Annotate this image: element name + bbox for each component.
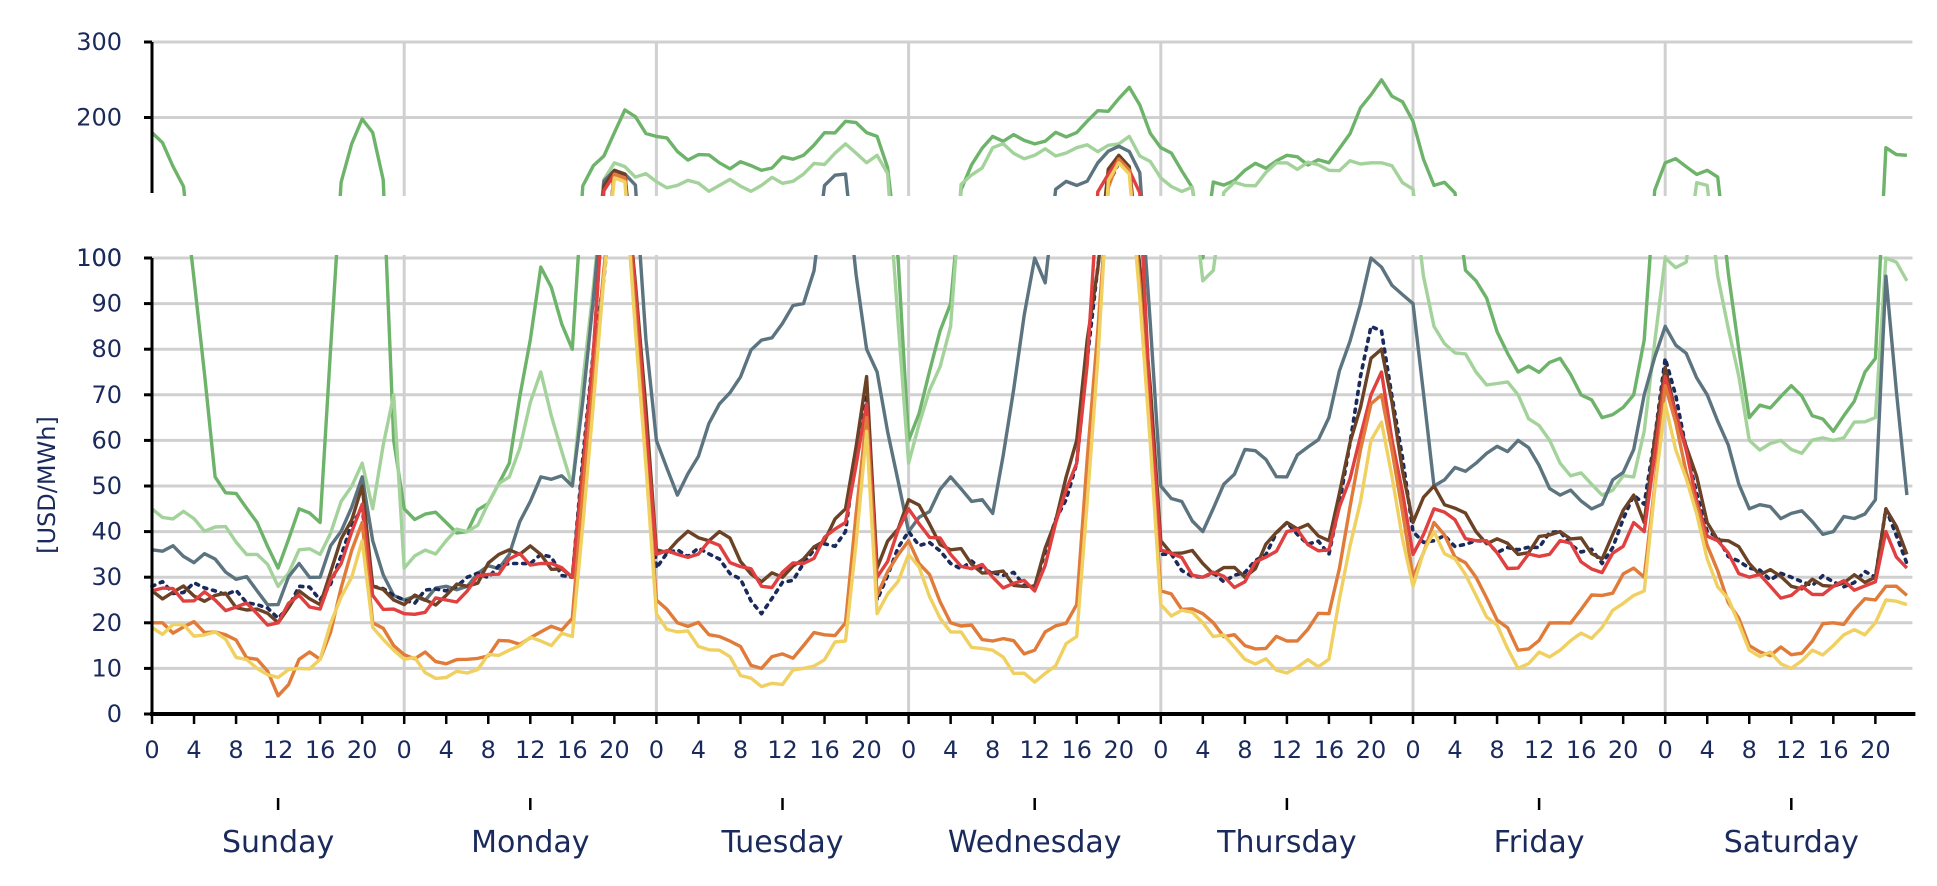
x-tick-label: 12	[1524, 736, 1555, 764]
day-label-saturday: Saturday	[1724, 825, 1859, 860]
x-tick-label: 20	[347, 736, 378, 764]
y-tick-label: 100	[76, 244, 122, 272]
x-tick-label: 0	[1405, 736, 1420, 764]
series-line-3	[151, 144, 1909, 607]
y-tick-label: 40	[91, 518, 122, 546]
x-tick-label: 8	[1489, 736, 1504, 764]
x-tick-label: 8	[228, 736, 243, 764]
x-tick-label: 8	[481, 736, 496, 764]
x-tick-label: 0	[1658, 736, 1673, 764]
y-tick-label: 300	[76, 28, 122, 56]
x-tick-label: 8	[1237, 736, 1252, 764]
x-tick-label: 16	[1314, 736, 1345, 764]
y-tick-label: 70	[91, 381, 122, 409]
x-tick-label: 12	[1776, 736, 1807, 764]
y-tick-label: 30	[91, 563, 122, 591]
axis-break-mask	[150, 196, 1921, 255]
y-tick-label: 20	[91, 609, 122, 637]
y-tick-label: 0	[107, 700, 122, 728]
y-tick-label: 100	[76, 244, 122, 272]
day-label-friday: Friday	[1494, 825, 1585, 860]
x-tick-label: 4	[691, 736, 706, 764]
series-line-2	[150, 134, 1909, 588]
x-tick-label: 0	[397, 736, 412, 764]
day-label-thursday: Thursday	[1216, 825, 1357, 860]
x-tick-label: 4	[1195, 736, 1210, 764]
x-tick-label: 4	[186, 736, 201, 764]
series-line-6	[151, 157, 1909, 627]
x-tick-label: 0	[649, 736, 664, 764]
day-label-wednesday: Wednesday	[948, 825, 1122, 860]
y-axis-title: [USD/MWh]	[33, 416, 61, 554]
axis-break-gap	[150, 196, 1921, 255]
y-tick-label: 50	[91, 472, 122, 500]
x-tick-label: 20	[1103, 736, 1134, 764]
day-label-tuesday: Tuesday	[720, 825, 843, 860]
grid-lines	[152, 40, 1913, 714]
x-tick-label: 16	[1566, 736, 1597, 764]
x-tick-label: 16	[1061, 736, 1092, 764]
y-tick-label: 60	[91, 426, 122, 454]
x-tick-label: 8	[733, 736, 748, 764]
x-tick-label: 8	[1742, 736, 1757, 764]
series-line-7	[152, 157, 1909, 698]
day-label-sunday: Sunday	[222, 825, 334, 860]
x-tick-label: 16	[809, 736, 840, 764]
x-tick-label: 4	[439, 736, 454, 764]
x-tick-label: 16	[305, 736, 336, 764]
series-line-8	[151, 161, 1908, 689]
y-tick-label: 80	[91, 335, 122, 363]
x-tick-label: 12	[1019, 736, 1050, 764]
series-line-1	[150, 78, 1908, 570]
x-tick-label: 20	[851, 736, 882, 764]
axes	[144, 40, 1916, 810]
x-tick-label: 12	[515, 736, 546, 764]
x-tick-label: 4	[1700, 736, 1715, 764]
x-tick-label: 16	[557, 736, 588, 764]
x-tick-label: 20	[1356, 736, 1387, 764]
x-tick-label: 8	[985, 736, 1000, 764]
x-tick-label: 12	[767, 736, 798, 764]
y-tick-label: 10	[91, 654, 122, 682]
x-tick-label: 20	[599, 736, 630, 764]
x-tick-label: 20	[1860, 736, 1891, 764]
x-tick-label: 4	[1447, 736, 1462, 764]
x-tick-label: 4	[943, 736, 958, 764]
x-tick-label: 12	[1272, 736, 1303, 764]
x-tick-label: 0	[144, 736, 159, 764]
y-tick-label: 90	[91, 290, 122, 318]
x-tick-label: 20	[1608, 736, 1639, 764]
series-line-4	[150, 161, 1909, 621]
x-tick-label: 12	[263, 736, 294, 764]
y-tick-label: 200	[76, 104, 122, 132]
day-label-monday: Monday	[471, 825, 589, 860]
series-lines	[150, 78, 1909, 698]
x-tick-label: 0	[1153, 736, 1168, 764]
x-tick-label: 0	[901, 736, 916, 764]
x-tick-label: 16	[1818, 736, 1849, 764]
